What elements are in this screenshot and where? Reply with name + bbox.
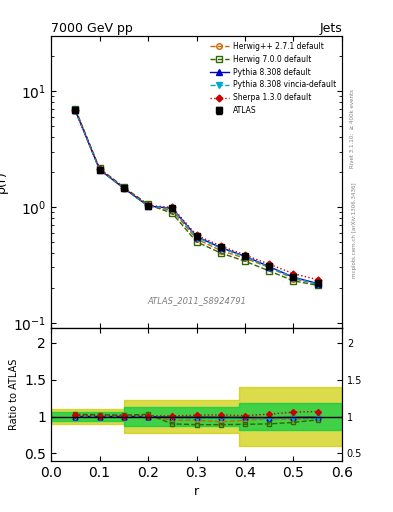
Sherpa 1.3.0 default — [291, 271, 296, 277]
Pythia 8.308 vincia-default — [242, 253, 247, 260]
Herwig 7.0.0 default — [146, 201, 151, 207]
Pythia 8.308 vincia-default — [121, 185, 126, 191]
Pythia 8.308 vincia-default — [97, 166, 102, 173]
Pythia 8.308 default — [170, 205, 174, 211]
Herwig++ 2.7.1 default — [121, 185, 126, 191]
Sherpa 1.3.0 default — [242, 252, 247, 258]
Herwig++ 2.7.1 default — [73, 108, 78, 114]
Sherpa 1.3.0 default — [146, 202, 151, 208]
Pythia 8.308 default — [146, 203, 151, 209]
Pythia 8.308 vincia-default — [73, 108, 78, 114]
Herwig 7.0.0 default — [219, 250, 223, 256]
Herwig++ 2.7.1 default — [170, 207, 174, 214]
Pythia 8.308 default — [97, 166, 102, 173]
Herwig++ 2.7.1 default — [242, 255, 247, 261]
Text: Jets: Jets — [319, 22, 342, 35]
Sherpa 1.3.0 default — [315, 276, 320, 283]
Herwig++ 2.7.1 default — [194, 236, 199, 242]
Pythia 8.308 vincia-default — [267, 264, 272, 270]
Y-axis label: Ratio to ATLAS: Ratio to ATLAS — [9, 359, 19, 430]
Herwig 7.0.0 default — [121, 184, 126, 190]
Line: Herwig 7.0.0 default: Herwig 7.0.0 default — [73, 106, 320, 288]
Pythia 8.308 default — [121, 185, 126, 191]
Sherpa 1.3.0 default — [219, 243, 223, 249]
Herwig 7.0.0 default — [267, 268, 272, 274]
Herwig++ 2.7.1 default — [97, 166, 102, 173]
Sherpa 1.3.0 default — [73, 106, 78, 113]
Herwig 7.0.0 default — [194, 239, 199, 245]
Text: 7000 GeV pp: 7000 GeV pp — [51, 22, 133, 35]
Sherpa 1.3.0 default — [194, 232, 199, 238]
Y-axis label: ρ(r): ρ(r) — [0, 170, 7, 194]
Herwig 7.0.0 default — [73, 106, 78, 112]
Herwig++ 2.7.1 default — [219, 247, 223, 253]
Pythia 8.308 default — [315, 281, 320, 287]
Herwig 7.0.0 default — [170, 210, 174, 217]
Sherpa 1.3.0 default — [170, 204, 174, 210]
Herwig++ 2.7.1 default — [267, 264, 272, 270]
Pythia 8.308 default — [291, 274, 296, 280]
Herwig++ 2.7.1 default — [291, 275, 296, 282]
Text: Rivet 3.1.10;  ≥ 400k events: Rivet 3.1.10; ≥ 400k events — [350, 89, 355, 167]
Herwig 7.0.0 default — [242, 258, 247, 264]
Sherpa 1.3.0 default — [97, 166, 102, 172]
Herwig 7.0.0 default — [97, 165, 102, 172]
Line: Herwig++ 2.7.1 default: Herwig++ 2.7.1 default — [73, 108, 320, 287]
Text: mcplots.cern.ch [arXiv:1306.3436]: mcplots.cern.ch [arXiv:1306.3436] — [352, 183, 357, 278]
Pythia 8.308 default — [73, 108, 78, 114]
Herwig 7.0.0 default — [315, 282, 320, 288]
Legend: Herwig++ 2.7.1 default, Herwig 7.0.0 default, Pythia 8.308 default, Pythia 8.308: Herwig++ 2.7.1 default, Herwig 7.0.0 def… — [208, 39, 338, 117]
Herwig++ 2.7.1 default — [315, 281, 320, 287]
Pythia 8.308 default — [267, 264, 272, 270]
Line: Pythia 8.308 default: Pythia 8.308 default — [73, 108, 320, 286]
Sherpa 1.3.0 default — [267, 261, 272, 267]
Pythia 8.308 vincia-default — [170, 206, 174, 212]
Pythia 8.308 vincia-default — [219, 245, 223, 251]
Sherpa 1.3.0 default — [121, 185, 126, 191]
X-axis label: r: r — [194, 485, 199, 498]
Line: Pythia 8.308 vincia-default: Pythia 8.308 vincia-default — [73, 108, 320, 287]
Pythia 8.308 default — [194, 233, 199, 240]
Pythia 8.308 default — [219, 245, 223, 251]
Pythia 8.308 vincia-default — [291, 274, 296, 281]
Pythia 8.308 vincia-default — [194, 234, 199, 240]
Herwig++ 2.7.1 default — [146, 203, 151, 209]
Line: Sherpa 1.3.0 default: Sherpa 1.3.0 default — [73, 108, 320, 282]
Pythia 8.308 vincia-default — [146, 203, 151, 209]
Herwig 7.0.0 default — [291, 278, 296, 284]
Pythia 8.308 vincia-default — [315, 281, 320, 287]
Pythia 8.308 default — [242, 253, 247, 259]
Text: ATLAS_2011_S8924791: ATLAS_2011_S8924791 — [147, 295, 246, 305]
